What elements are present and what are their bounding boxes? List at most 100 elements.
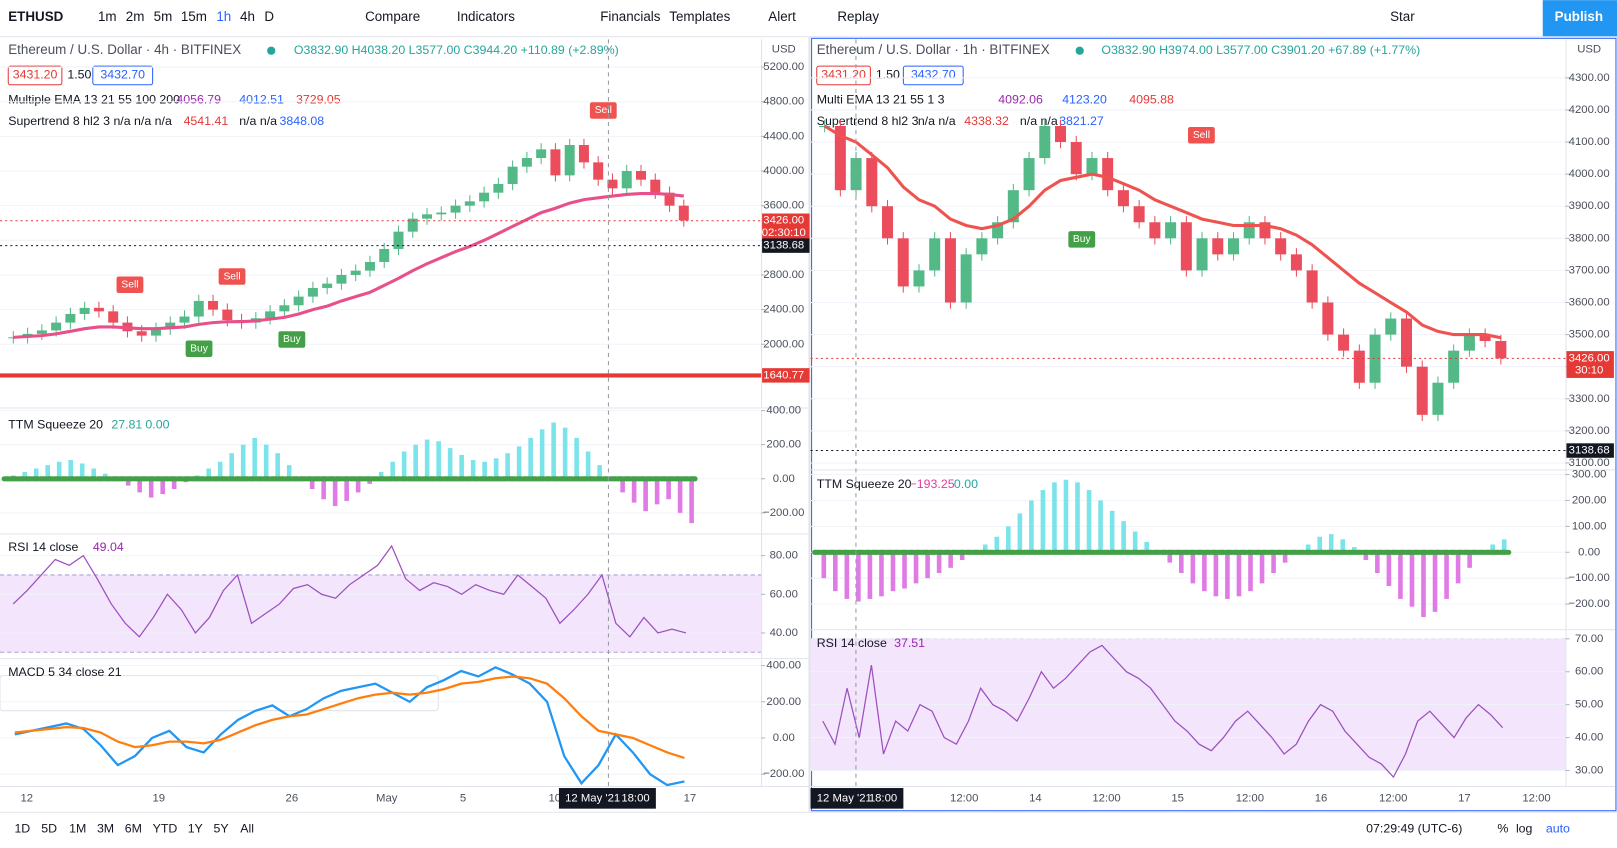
interval[interactable]: 1h xyxy=(216,9,231,24)
candle xyxy=(1290,254,1302,271)
histogram-bar xyxy=(1421,552,1426,618)
histogram-bar xyxy=(994,536,1000,553)
interval[interactable]: 5m xyxy=(154,9,173,24)
histogram-bar xyxy=(390,461,395,479)
histogram-bar xyxy=(1271,552,1276,573)
scale-option[interactable]: log xyxy=(1516,822,1533,836)
macd-line xyxy=(14,666,685,787)
range-button[interactable]: 6M xyxy=(125,822,142,836)
candle xyxy=(1196,238,1208,271)
signal-label: Sell xyxy=(595,105,612,116)
candle xyxy=(1353,350,1365,383)
histogram-bar xyxy=(355,478,361,493)
toolbar-button[interactable]: Replay xyxy=(837,9,879,24)
signal-label: Sell xyxy=(1193,130,1210,141)
y-tick-label: 100.00 xyxy=(1572,520,1607,532)
scale-option[interactable]: auto xyxy=(1546,822,1570,836)
signal-tag xyxy=(1068,231,1096,248)
y-tick-label: 70.00 xyxy=(1575,633,1603,645)
pane-title: Ethereum / U.S. Dollar · 1h · BITFINEX xyxy=(817,42,1050,57)
star-button[interactable]: Star xyxy=(1390,9,1415,24)
interval[interactable]: D xyxy=(264,9,274,24)
histogram-bar xyxy=(401,451,407,479)
scale-option[interactable]: % xyxy=(1497,822,1508,836)
histogram-bar xyxy=(867,552,873,599)
y-tick-label: 2800.00 xyxy=(763,269,804,281)
y-tick-label: 4800.00 xyxy=(763,96,804,108)
histogram-bar xyxy=(309,478,315,489)
range-button[interactable]: 1Y xyxy=(188,822,203,836)
indicator-value: 3729.05 xyxy=(296,92,341,106)
interval[interactable]: 15m xyxy=(181,9,207,24)
candle xyxy=(79,307,90,314)
histogram-bar xyxy=(459,454,464,479)
interval[interactable]: 4h xyxy=(240,9,255,24)
candle xyxy=(450,205,461,213)
symbol[interactable]: ETHUSD xyxy=(8,9,63,24)
histogram-bar xyxy=(1006,526,1011,553)
signal-tag xyxy=(1188,127,1215,144)
panel-title: RSI 14 close xyxy=(817,636,887,650)
publish-button[interactable] xyxy=(1542,0,1617,37)
range-button[interactable]: 5Y xyxy=(213,822,228,836)
toolbar-button[interactable]: Templates xyxy=(669,9,730,24)
panel-title: TTM Squeeze 20 xyxy=(8,417,103,431)
cursor-date-box xyxy=(810,788,904,809)
range-button[interactable]: 5D xyxy=(41,822,57,836)
histogram-bar xyxy=(654,478,660,505)
y-tick-label: 200.00 xyxy=(766,439,801,451)
candle xyxy=(897,238,909,287)
candle xyxy=(208,300,219,310)
toolbar-button[interactable]: Indicators xyxy=(457,9,515,24)
y-tick-label: 2000.00 xyxy=(763,338,804,350)
y-tick-label: 60.00 xyxy=(1575,666,1603,678)
candle xyxy=(1227,238,1240,255)
price-tag-label: 3138.68 xyxy=(1569,445,1610,457)
x-tick-label: 15 xyxy=(1171,792,1184,804)
histogram-bar xyxy=(562,427,568,479)
candle xyxy=(479,192,490,202)
ohlc: O3832.90 H4038.20 L3577.00 C3944.20 +110… xyxy=(294,43,619,57)
y-tick-label: 3100.00 xyxy=(1569,457,1610,469)
line-line xyxy=(12,544,687,638)
candle xyxy=(507,166,518,185)
range-button[interactable]: YTD xyxy=(153,822,178,836)
toolbar-button[interactable]: Compare xyxy=(365,9,420,24)
histogram-bar xyxy=(1040,490,1046,553)
y-tick-label: 300.00 xyxy=(1572,469,1607,481)
histogram-bar xyxy=(125,478,131,486)
histogram-bar xyxy=(1202,552,1207,592)
ohlc: O3832.90 H3974.00 L3577.00 C3901.20 +67.… xyxy=(1101,43,1420,57)
x-tick-label: 16 xyxy=(1315,792,1328,804)
x-tick-label: May xyxy=(376,792,398,804)
candle xyxy=(322,283,333,288)
cursor-date: 12 May '21 xyxy=(565,792,620,804)
candle xyxy=(564,145,575,176)
candle xyxy=(422,214,433,219)
candle xyxy=(1165,222,1177,239)
candle xyxy=(336,274,347,284)
y-tick-label: −200.00 xyxy=(763,507,804,519)
histogram-bar xyxy=(447,448,453,479)
candle xyxy=(1180,222,1192,271)
y-tick-label: −200.00 xyxy=(763,768,804,780)
range-button[interactable]: 1D xyxy=(14,822,30,836)
cursor-date: 12 May '21 xyxy=(817,792,872,804)
range-button[interactable]: All xyxy=(240,822,254,836)
interval[interactable]: 1m xyxy=(98,9,117,24)
y-tick-label: −100.00 xyxy=(1569,572,1610,584)
toolbar-button[interactable]: Financials xyxy=(600,9,661,24)
range-button[interactable]: 1M xyxy=(69,822,86,836)
candle xyxy=(913,270,925,287)
indicator-value: n/a n/a xyxy=(1020,114,1058,128)
candle xyxy=(550,149,561,176)
toolbar-button[interactable]: Alert xyxy=(768,9,796,24)
drawing-toolbar[interactable] xyxy=(0,675,439,712)
interval[interactable]: 2m xyxy=(126,9,145,24)
publish-label[interactable]: Publish xyxy=(1555,9,1603,24)
y-tick-label: 4400.00 xyxy=(763,130,804,142)
candle xyxy=(1448,350,1460,383)
range-button[interactable]: 3M xyxy=(97,822,114,836)
countdown: 30:10 xyxy=(1575,365,1603,377)
histogram-bar xyxy=(1467,552,1472,568)
